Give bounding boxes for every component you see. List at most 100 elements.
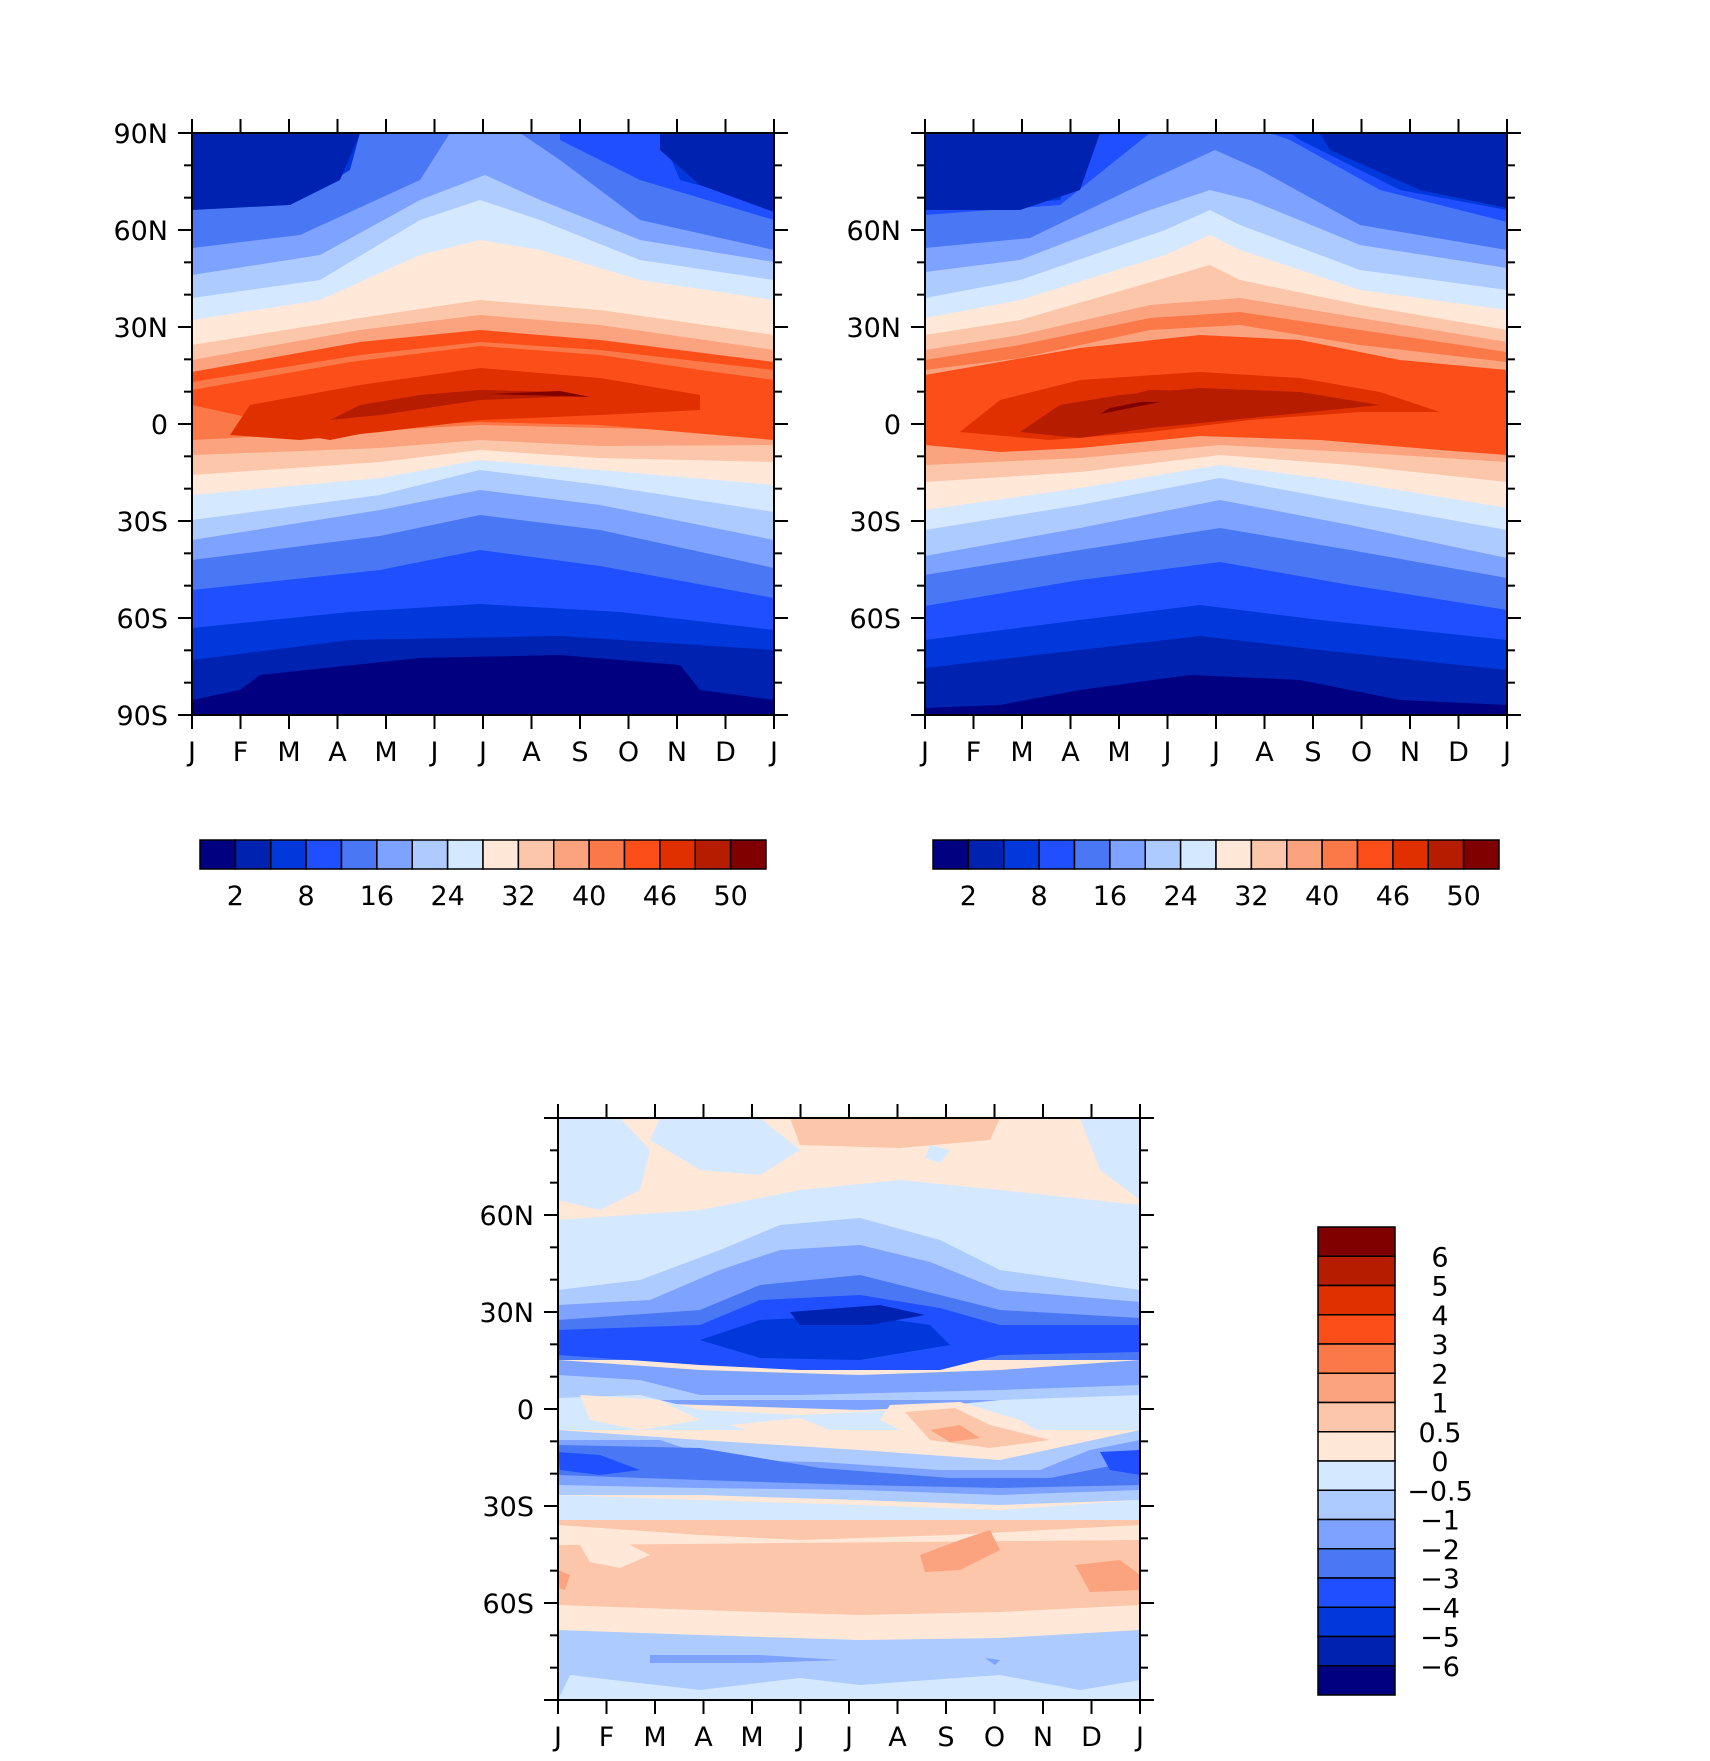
panel-diff-colorbar-box bbox=[1317, 1284, 1396, 1316]
panel-diff-x-tick-label: M bbox=[740, 1722, 763, 1753]
panel-model-colorbar-box bbox=[623, 839, 661, 870]
panel-model-colorbar-label: 8 bbox=[298, 881, 315, 912]
panel-model-colorbar-box bbox=[482, 839, 520, 870]
panel-diff-colorbar-box bbox=[1317, 1489, 1396, 1521]
panel-diff-colorbar-label: −5 bbox=[1420, 1623, 1460, 1654]
panel-obs-y-tick-label: 60S bbox=[850, 604, 902, 635]
panel-diff-colorbar-box bbox=[1317, 1665, 1396, 1696]
panel-diff-x-tick-label: F bbox=[599, 1722, 615, 1753]
panel-model-colorbar-box bbox=[446, 839, 484, 870]
panel-model-colorbar-box bbox=[376, 839, 413, 870]
panel-obs-colorbar-label: 24 bbox=[1163, 881, 1197, 912]
panel-model-x-tick-label: N bbox=[667, 737, 687, 768]
panel-model-colorbar-box bbox=[199, 839, 237, 870]
panel-diff-x-tick-label: S bbox=[937, 1722, 954, 1753]
panel-model-y-tick-label: 60N bbox=[113, 216, 168, 247]
panel-diff-colorbar-box bbox=[1317, 1343, 1396, 1374]
panel-model-colorbar-label: 50 bbox=[713, 881, 747, 912]
panel-model-colorbar-box bbox=[234, 839, 272, 870]
panel-diff-colorbar-label: −0.5 bbox=[1407, 1476, 1473, 1507]
panel-diff-colorbar-label: −3 bbox=[1420, 1564, 1460, 1595]
panel-model-colorbar-box bbox=[305, 839, 343, 870]
panel-diff-x-tick-label: J bbox=[1134, 1722, 1144, 1753]
panel-obs-colorbar-box bbox=[1286, 839, 1323, 870]
panel-diff-x-tick-label: D bbox=[1081, 1722, 1102, 1753]
panel-diff-colorbar-label: 0 bbox=[1431, 1447, 1448, 1478]
panel-model-x-tick-label: O bbox=[618, 737, 639, 768]
panel-model-y-tick-label: 90S bbox=[117, 701, 169, 732]
panel-diff-colorbar-box bbox=[1317, 1606, 1396, 1638]
panel-obs-colorbar-box bbox=[1109, 839, 1146, 870]
panel-obs-x-tick-label: J bbox=[919, 737, 929, 768]
panel-diff-colorbar-label: 3 bbox=[1431, 1330, 1448, 1361]
panel-obs-colorbar-box bbox=[1215, 839, 1253, 870]
panel-obs-colorbar: 2 8 16 24 32 40 46 50 bbox=[932, 839, 1500, 912]
panel-diff-x-tick-label: A bbox=[694, 1722, 713, 1753]
panel-model-colorbar-box bbox=[694, 839, 732, 870]
panel-diff-y-tick-label: 0 bbox=[517, 1395, 534, 1426]
panel-model-x-tick-label: F bbox=[233, 737, 249, 768]
panel-obs-field bbox=[925, 133, 1507, 715]
panel-obs-colorbar-label: 46 bbox=[1376, 881, 1410, 912]
panel-diff-colorbar-box bbox=[1317, 1226, 1396, 1257]
panel-diff-x-tick-label: M bbox=[643, 1722, 666, 1753]
panel-diff-y-tick-label: 30N bbox=[479, 1298, 534, 1329]
panel-obs-x-tick-label: J bbox=[1210, 737, 1220, 768]
panel-diff-colorbar-box bbox=[1317, 1460, 1396, 1491]
panel-diff-colorbar-label: 1 bbox=[1431, 1389, 1448, 1420]
panel-obs-x-tick-label: J bbox=[1501, 737, 1511, 768]
panel-obs-colorbar-label: 2 bbox=[960, 881, 977, 912]
panel-obs-x-tick-label: N bbox=[1400, 737, 1420, 768]
panel-diff-colorbar-box bbox=[1317, 1401, 1396, 1433]
panel-obs-colorbar-box bbox=[1250, 839, 1288, 870]
panel-obs-y-tick-label: 30S bbox=[850, 507, 902, 538]
panel-model-x-tick-label: J bbox=[429, 737, 439, 768]
panel-diff-x-tick-label: J bbox=[795, 1722, 805, 1753]
panel-obs-colorbar-box bbox=[1427, 839, 1465, 870]
panel-diff-colorbar-box bbox=[1317, 1548, 1396, 1579]
panel-diff-x-tick-label: J bbox=[552, 1722, 562, 1753]
panel-obs-x-tick-label: M bbox=[1010, 737, 1033, 768]
panel-diff-colorbar-label: −4 bbox=[1420, 1593, 1460, 1624]
panel-diff-y-tick-label: 30S bbox=[483, 1492, 535, 1523]
panel-model-colorbar-label: 16 bbox=[360, 881, 394, 912]
panel-model-colorbar-box bbox=[588, 839, 626, 870]
panel-diff-colorbar-label: 5 bbox=[1431, 1272, 1448, 1303]
panel-diff-field bbox=[558, 1118, 1140, 1700]
panel-obs-x-tick-label: A bbox=[1061, 737, 1080, 768]
panel-diff-x-tick-label: O bbox=[984, 1722, 1005, 1753]
panel-model-x-tick-label: A bbox=[328, 737, 347, 768]
panel-obs-colorbar-box bbox=[932, 839, 970, 870]
panel-diff-colorbar-box bbox=[1317, 1314, 1396, 1345]
panel-obs-colorbar-label: 16 bbox=[1093, 881, 1127, 912]
panel-diff-y-tick-label: 60S bbox=[483, 1589, 535, 1620]
panel-diff-x-tick-label: N bbox=[1033, 1722, 1053, 1753]
panel-obs-x-tick-label: O bbox=[1351, 737, 1372, 768]
panel-diff-colorbar-label: −1 bbox=[1420, 1506, 1460, 1537]
panel-diff-colorbar-label: 4 bbox=[1431, 1301, 1448, 1332]
panel-obs-colorbar-box bbox=[967, 839, 1005, 870]
panel-model-x-tick-label: A bbox=[522, 737, 541, 768]
panel-model-x-tick-label: J bbox=[477, 737, 487, 768]
panel-model-colorbar-label: 32 bbox=[501, 881, 535, 912]
panel-model-colorbar-box bbox=[270, 839, 307, 870]
panel-model-y-tick-label: 30S bbox=[117, 507, 169, 538]
panel-diff-y-tick-label: 60N bbox=[479, 1201, 534, 1232]
panel-obs-y-tick-label: 60N bbox=[846, 216, 901, 247]
panel-obs-x-tick-label: A bbox=[1255, 737, 1274, 768]
panel-obs-x-tick-label: J bbox=[1162, 737, 1172, 768]
panel-model-colorbar: 2 8 16 24 32 40 46 50 bbox=[199, 839, 767, 912]
panel-model-colorbar-box bbox=[553, 839, 590, 870]
panel-obs-x-tick-label: M bbox=[1107, 737, 1130, 768]
panel-obs-colorbar-box bbox=[1321, 839, 1359, 870]
panel-obs-colorbar-label: 32 bbox=[1234, 881, 1268, 912]
panel-obs-colorbar-label: 8 bbox=[1031, 881, 1048, 912]
